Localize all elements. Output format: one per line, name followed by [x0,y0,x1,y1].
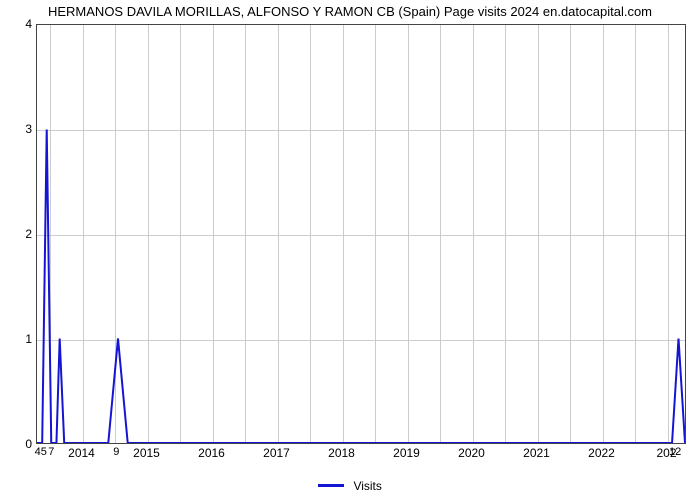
y-tick-label: 2 [2,227,32,241]
data-point-label: 12 [669,446,681,458]
data-point-label: 7 [48,446,54,458]
x-tick-label: 2015 [133,446,160,460]
y-tick-label: 1 [2,332,32,346]
x-tick-label: 2021 [523,446,550,460]
y-tick-label: 3 [2,122,32,136]
x-tick-label: 2014 [68,446,95,460]
data-point-label: 9 [113,446,119,458]
plot-area [36,24,686,444]
legend-label: Visits [353,479,381,493]
chart-title: HERMANOS DAVILA MORILLAS, ALFONSO Y RAMO… [0,4,700,19]
x-tick-label: 2016 [198,446,225,460]
x-tick-label: 2022 [588,446,615,460]
x-tick-label: 2020 [458,446,485,460]
y-tick-label: 0 [2,437,32,451]
x-tick-label: 2019 [393,446,420,460]
chart-container: HERMANOS DAVILA MORILLAS, ALFONSO Y RAMO… [0,0,700,500]
visits-line [37,130,685,444]
x-tick-label: 2017 [263,446,290,460]
line-chart [37,25,685,443]
legend-swatch [318,484,344,487]
data-point-label: 45 [35,446,47,458]
x-tick-label: 2018 [328,446,355,460]
legend: Visits [0,478,700,493]
y-tick-label: 4 [2,17,32,31]
